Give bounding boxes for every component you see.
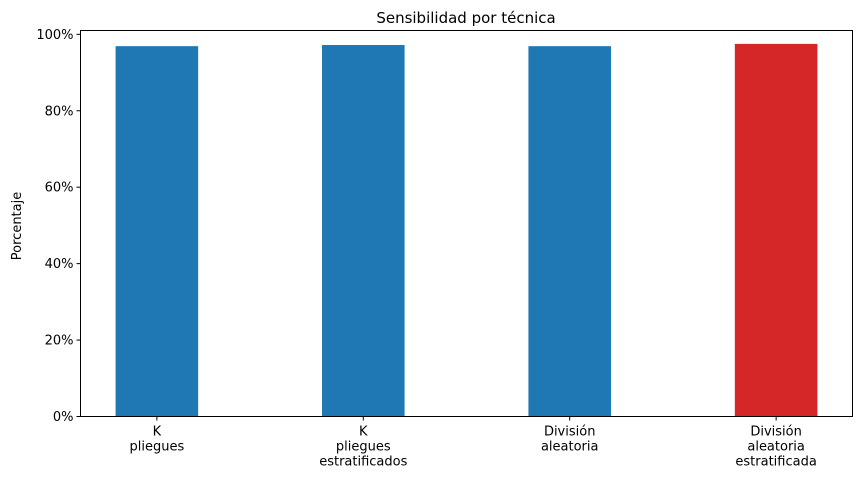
bar-3 xyxy=(528,46,611,417)
plot-frame xyxy=(80,30,853,417)
x-tick-label: División aleatoria xyxy=(541,425,599,455)
bar-1 xyxy=(115,46,199,417)
x-tick-label: División aleatoria estratificada xyxy=(735,425,816,470)
chart-title: Sensibilidad por técnica xyxy=(376,9,555,27)
y-tick-label: 80% xyxy=(45,104,74,119)
bars-group xyxy=(115,43,818,417)
y-tick-label: 60% xyxy=(45,181,74,196)
y-tick-label: 20% xyxy=(45,334,74,349)
y-axis-ticks: 0% 20% 40% 60% 80% 100% xyxy=(36,28,81,425)
bar-2 xyxy=(322,45,405,417)
y-tick-label: 0% xyxy=(53,410,74,425)
y-tick-label: 40% xyxy=(45,257,74,272)
bar-4 xyxy=(734,43,818,417)
y-tick-label: 100% xyxy=(36,28,73,43)
y-axis-label: Porcentaje xyxy=(10,192,25,260)
